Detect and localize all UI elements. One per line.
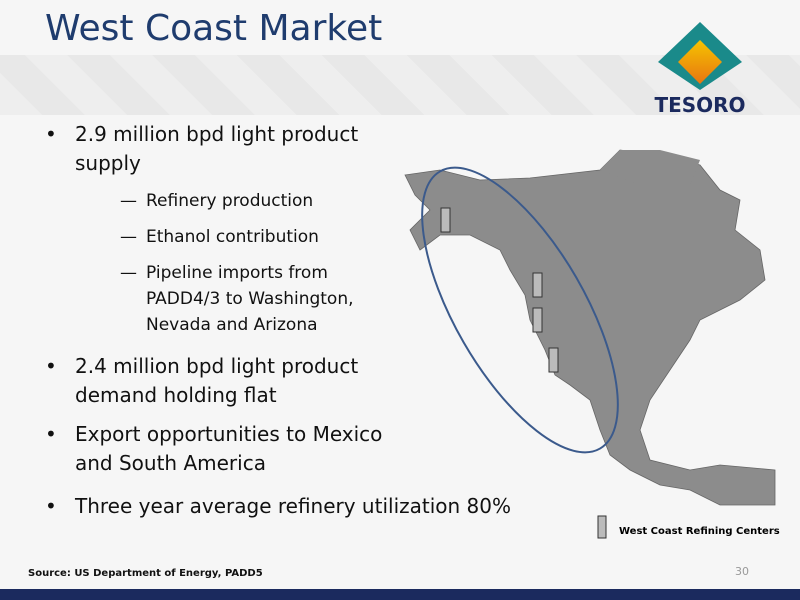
bullet-text: 2.4 million bpd light product demand hol…: [75, 354, 359, 407]
bullet-text: Three year average refinery utilization …: [75, 494, 511, 518]
map: [404, 149, 776, 539]
logo-text: TESORO: [654, 93, 745, 117]
bullet: Three year average refinery utilization …: [45, 492, 535, 521]
footer-bar: [0, 589, 800, 600]
title: West Coast Market: [45, 8, 383, 49]
sub-bullet: Pipeline imports from PADD4/3 to Washing…: [120, 260, 376, 338]
bullet-text: Export opportunities to Mexico and South…: [75, 422, 383, 475]
logo: TESORO: [654, 22, 746, 117]
map-legend: West Coast Refining Centers: [619, 526, 780, 537]
sub-bullet: Refinery production: [120, 188, 376, 214]
bullet-list: 2.9 million bpd light product supply Refi…: [45, 120, 515, 531]
page-number: 30: [735, 565, 749, 578]
bullet: Export opportunities to Mexico and South…: [45, 420, 395, 478]
bullet: 2.4 million bpd light product demand hol…: [45, 352, 365, 410]
bullet-text: 2.9 million bpd light product supply: [75, 122, 359, 175]
bullet: 2.9 million bpd light product supplyRefi…: [45, 120, 365, 338]
source-note: Source: US Department of Energy, PADD5: [28, 568, 263, 579]
sub-bullet: Ethanol contribution: [120, 224, 376, 250]
